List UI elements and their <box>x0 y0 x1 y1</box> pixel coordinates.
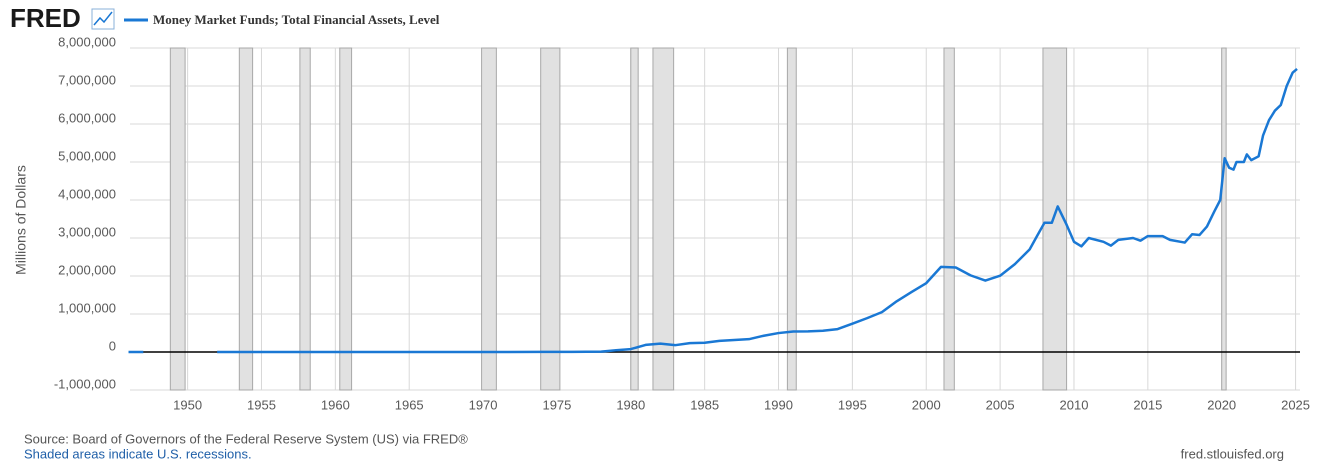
y-tick-label: 3,000,000 <box>58 224 116 239</box>
y-tick-label: 1,000,000 <box>58 300 116 315</box>
recession-band <box>481 47 497 391</box>
y-tick-label: -1,000,000 <box>54 376 116 391</box>
recession-band <box>169 47 186 391</box>
recession-band <box>652 47 675 391</box>
recession-band <box>630 47 639 391</box>
logo: FRED <box>10 3 81 33</box>
x-tick-label: 1950 <box>173 397 202 412</box>
x-tick-label: 2015 <box>1133 397 1162 412</box>
recession-band <box>943 47 955 391</box>
logo-icon <box>91 8 115 30</box>
recession-note: Shaded areas indicate U.S. recessions. <box>24 446 252 461</box>
site: fred.stlouisfed.org <box>1181 446 1284 461</box>
x-tick-label: 1970 <box>469 397 498 412</box>
recession-band <box>786 47 797 391</box>
y-tick-label: 2,000,000 <box>58 262 116 277</box>
x-tick-label: 2020 <box>1207 397 1236 412</box>
recession-band <box>299 47 311 391</box>
legend-label: Money Market Funds; Total Financial Asse… <box>153 12 440 27</box>
recession-band <box>339 47 353 391</box>
x-tick-label: 1960 <box>321 397 350 412</box>
x-tick-label: 2000 <box>912 397 941 412</box>
x-tick-label: 1975 <box>542 397 571 412</box>
x-tick-label: 1995 <box>838 397 867 412</box>
x-tick-label: 1980 <box>616 397 645 412</box>
x-tick-label: 2025 <box>1281 397 1310 412</box>
recession-band <box>540 47 561 391</box>
data-line <box>128 67 1298 354</box>
source: Source: Board of Governors of the Federa… <box>24 431 468 446</box>
x-tick-label: 1965 <box>395 397 424 412</box>
x-tick-label: 1990 <box>764 397 793 412</box>
y-axis-label: Millions of Dollars <box>13 165 29 275</box>
y-tick-label: 4,000,000 <box>58 186 116 201</box>
y-tick-label: 7,000,000 <box>58 72 116 87</box>
x-tick-label: 2010 <box>1060 397 1089 412</box>
recession-band <box>1221 47 1227 391</box>
recession-band <box>238 47 254 391</box>
y-tick-label: 6,000,000 <box>58 110 116 125</box>
x-tick-label: 1955 <box>247 397 276 412</box>
x-tick-label: 2005 <box>986 397 1015 412</box>
recession-band <box>1042 47 1068 391</box>
x-tick-label: 1985 <box>690 397 719 412</box>
y-tick-label: 8,000,000 <box>58 34 116 49</box>
y-tick-label: 0 <box>109 338 116 353</box>
y-tick-label: 5,000,000 <box>58 148 116 163</box>
